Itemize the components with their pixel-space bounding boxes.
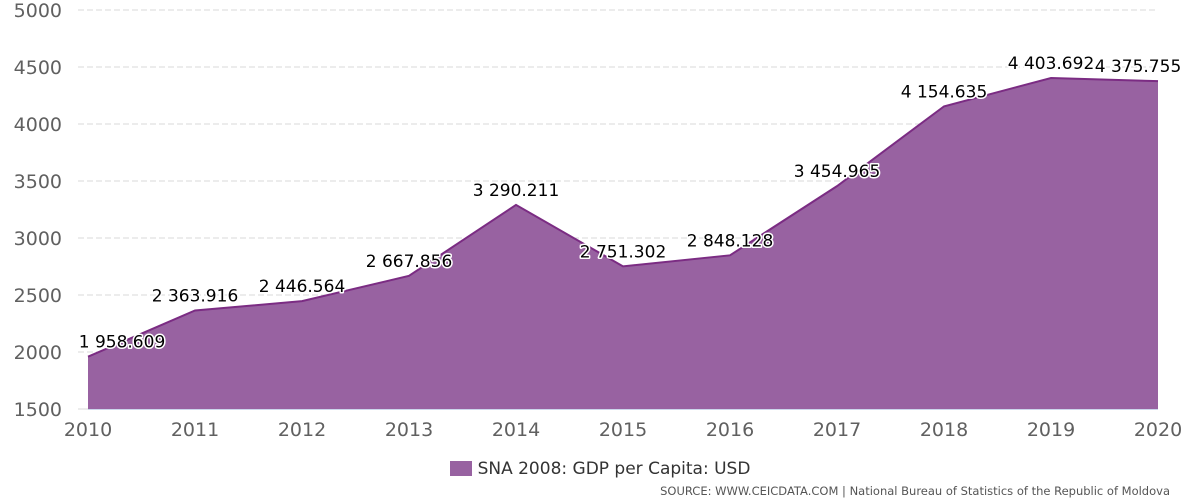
y-axis: 1500 2000 2500 3000 3500 4000 4500 5000	[14, 0, 62, 421]
data-label: 4 375.755	[1095, 57, 1182, 77]
y-tick-label: 3000	[14, 228, 62, 250]
y-tick-label: 4000	[14, 114, 62, 136]
x-tick-label: 2010	[64, 419, 112, 441]
data-label: 2 363.916	[152, 287, 239, 307]
x-tick-label: 2018	[920, 419, 968, 441]
data-label: 2 751.302	[580, 242, 667, 262]
y-tick-label: 4500	[14, 57, 62, 79]
area-series	[87, 76, 1159, 409]
area-fill	[88, 77, 1158, 409]
data-label: 4 403.692	[1008, 54, 1095, 74]
x-tick-label: 2011	[171, 419, 219, 441]
y-tick-label: 2000	[14, 342, 62, 364]
y-tick-label: 3500	[14, 171, 62, 193]
data-label: 2 848.128	[687, 231, 774, 251]
x-tick-label: 2012	[278, 419, 326, 441]
x-tick-label: 2017	[813, 419, 861, 441]
y-tick-label: 5000	[14, 0, 62, 22]
series-line	[87, 76, 1159, 358]
x-axis: 2010 2011 2012 2013 2014 2015 2016 2017 2018 2019…	[64, 409, 1182, 441]
legend[interactable]: SNA 2008: GDP per Capita: USD	[0, 459, 1200, 479]
x-tick-label: 2014	[492, 419, 540, 441]
y-tick-label: 2500	[14, 285, 62, 307]
x-tick-label: 2020	[1134, 419, 1182, 441]
source-note: SOURCE: WWW.CEICDATA.COM | National Bure…	[660, 484, 1170, 498]
legend-swatch	[449, 461, 472, 476]
data-label: 4 154.635	[901, 82, 988, 102]
y-tick-label: 1500	[14, 399, 62, 421]
x-tick-label: 2013	[385, 419, 433, 441]
data-label: 3 290.211	[473, 181, 560, 201]
data-label: 2 667.856	[366, 252, 453, 272]
x-tick-label: 2015	[599, 419, 647, 441]
legend-label: SNA 2008: GDP per Capita: USD	[477, 459, 751, 479]
data-label: 3 454.965	[794, 162, 881, 182]
data-label: 2 446.564	[259, 277, 346, 297]
data-label: 1 958.609	[79, 333, 166, 353]
x-tick-label: 2019	[1027, 419, 1075, 441]
x-tick-label: 2016	[706, 419, 754, 441]
data-labels: 1 958.609 2 363.916 2 446.564 2 667.856 3 29…	[77, 52, 1183, 354]
